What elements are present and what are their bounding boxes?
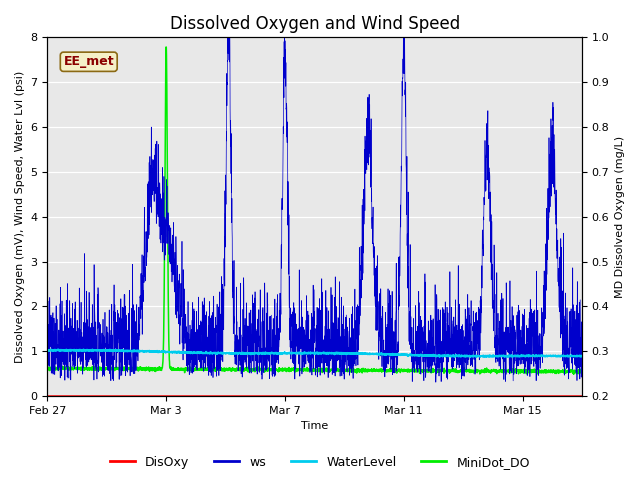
Y-axis label: Dissolved Oxygen (mV), Wind Speed, Water Lvl (psi): Dissolved Oxygen (mV), Wind Speed, Water… — [15, 71, 25, 363]
Y-axis label: MD Dissolved Oxygen (mg/L): MD Dissolved Oxygen (mg/L) — [615, 136, 625, 298]
Legend: DisOxy, ws, WaterLevel, MiniDot_DO: DisOxy, ws, WaterLevel, MiniDot_DO — [105, 451, 535, 474]
Title: Dissolved Oxygen and Wind Speed: Dissolved Oxygen and Wind Speed — [170, 15, 460, 33]
X-axis label: Time: Time — [301, 421, 328, 432]
Text: EE_met: EE_met — [63, 55, 114, 68]
